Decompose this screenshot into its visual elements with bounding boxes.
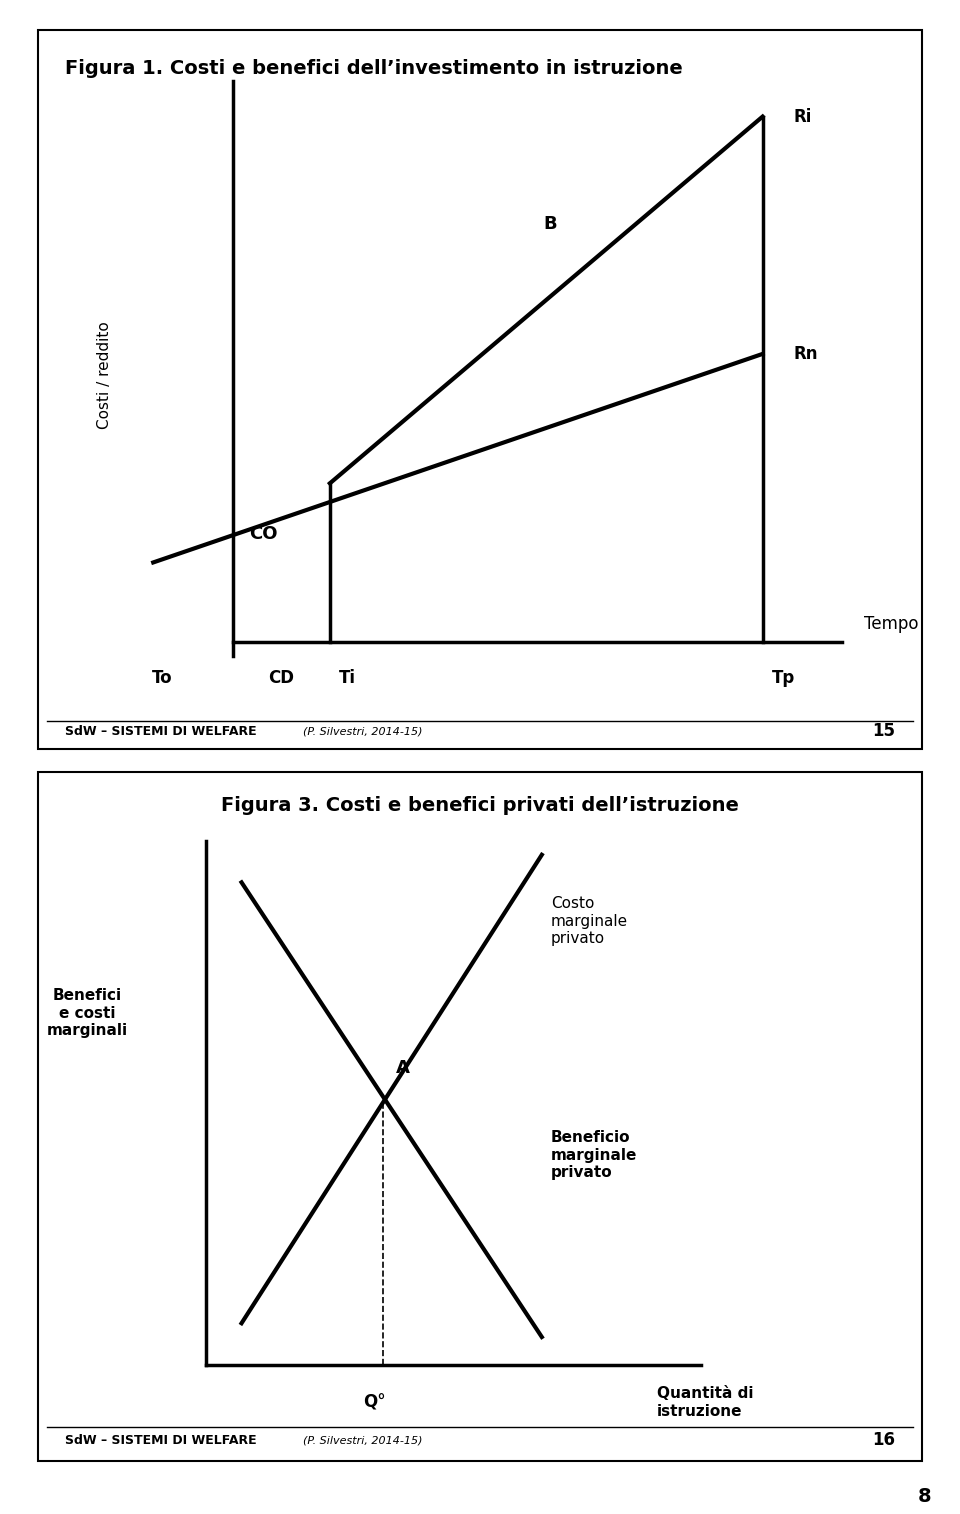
Text: Tempo: Tempo [864, 615, 919, 633]
Text: CD: CD [268, 669, 295, 686]
Text: SdW – SISTEMI DI WELFARE: SdW – SISTEMI DI WELFARE [65, 1434, 256, 1447]
Text: To: To [152, 669, 173, 686]
Text: 15: 15 [872, 722, 895, 740]
Text: Costi / reddito: Costi / reddito [97, 321, 112, 430]
Text: Costo
marginale
privato: Costo marginale privato [551, 896, 628, 946]
Text: 16: 16 [872, 1431, 895, 1449]
Text: Rn: Rn [794, 345, 818, 363]
Text: (P. Silvestri, 2014-15): (P. Silvestri, 2014-15) [303, 727, 422, 736]
Text: Q°: Q° [363, 1393, 385, 1411]
Text: SdW – SISTEMI DI WELFARE: SdW – SISTEMI DI WELFARE [65, 725, 256, 737]
Text: Tp: Tp [772, 669, 795, 686]
Text: A: A [396, 1060, 410, 1078]
Text: Quantità di
istruzione: Quantità di istruzione [657, 1387, 754, 1419]
Text: Ri: Ri [794, 107, 812, 126]
Text: Figura 3. Costi e benefici privati dell’istruzione: Figura 3. Costi e benefici privati dell’… [221, 796, 739, 815]
Text: B: B [544, 215, 558, 233]
Text: Ti: Ti [339, 669, 356, 686]
Text: Benefici
e costi
marginali: Benefici e costi marginali [46, 989, 128, 1039]
Text: Figura 1. Costi e benefici dell’investimento in istruzione: Figura 1. Costi e benefici dell’investim… [65, 59, 683, 79]
Text: 8: 8 [918, 1487, 931, 1506]
Text: CO: CO [250, 525, 277, 542]
Text: (P. Silvestri, 2014-15): (P. Silvestri, 2014-15) [303, 1435, 422, 1446]
Text: Beneficio
marginale
privato: Beneficio marginale privato [551, 1131, 637, 1179]
